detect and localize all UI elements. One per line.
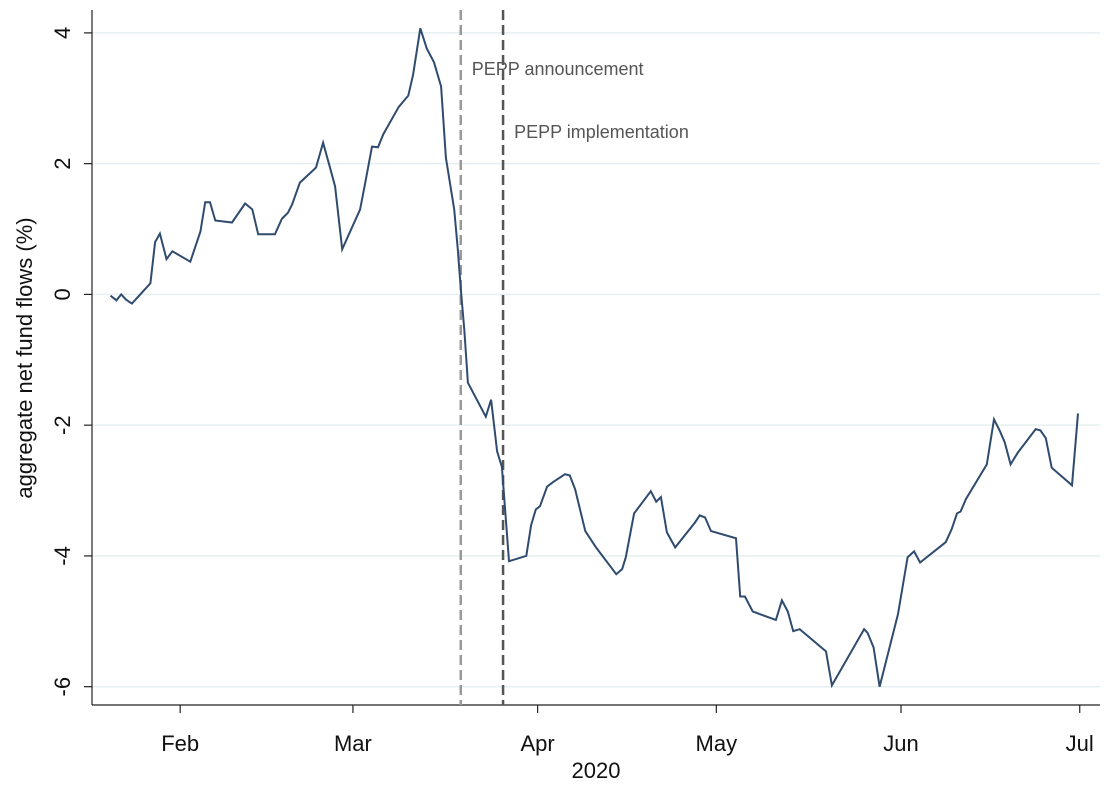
y-tick-label: 0	[50, 288, 75, 300]
event-label: PEPP announcement	[472, 59, 644, 79]
y-tick-label: -4	[50, 546, 75, 566]
y-tick-label: 4	[50, 27, 75, 39]
data-line	[109, 27, 1079, 689]
x-tick-label: Feb	[161, 731, 199, 756]
x-tick-label: Jul	[1066, 731, 1094, 756]
event-label: PEPP implementation	[514, 122, 689, 142]
x-tick-label: Mar	[334, 731, 372, 756]
x-axis-label: 2020	[572, 758, 621, 783]
y-axis-label: aggregate net fund flows (%)	[12, 217, 37, 498]
y-tick-label: -6	[50, 677, 75, 697]
x-tick-label: May	[696, 731, 738, 756]
x-tick-label: Jun	[883, 731, 918, 756]
y-tick-label: -2	[50, 415, 75, 435]
x-tick-label: Apr	[520, 731, 554, 756]
y-tick-label: 2	[50, 158, 75, 170]
